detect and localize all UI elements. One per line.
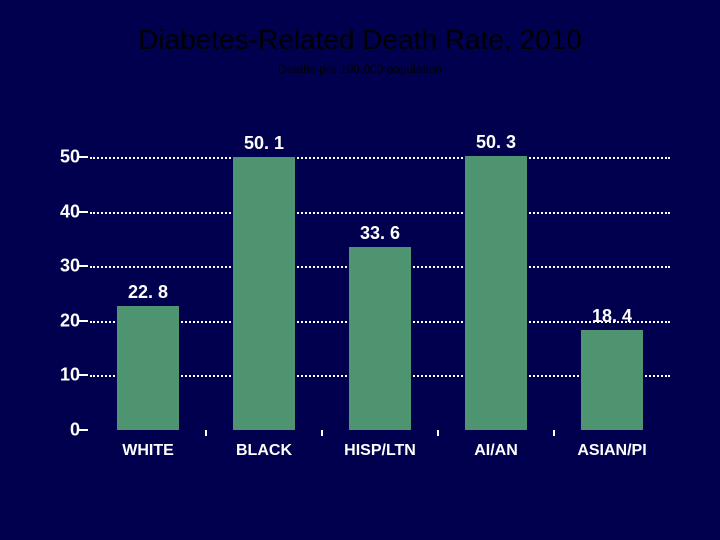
y-tick-label: 40 <box>40 201 80 222</box>
bar-value-label: 50. 3 <box>476 132 516 153</box>
plot-area: 0102030405022. 8WHITE50. 1BLACK33. 6HISP… <box>90 130 670 430</box>
y-tick-label: 30 <box>40 256 80 277</box>
x-tick <box>205 430 207 436</box>
bar <box>349 247 411 430</box>
grid-line <box>90 157 670 159</box>
x-tick <box>553 430 555 436</box>
y-tick-label: 10 <box>40 365 80 386</box>
x-category-label: AI/AN <box>474 442 518 460</box>
slide: Diabetes-Related Death Rate, 2010 Deaths… <box>0 0 720 540</box>
x-category-label: WHITE <box>122 442 174 460</box>
bar-value-label: 22. 8 <box>128 282 168 303</box>
bar <box>581 330 643 430</box>
bar-value-label: 50. 1 <box>244 133 284 154</box>
x-tick <box>321 430 323 436</box>
bar-value-label: 33. 6 <box>360 223 400 244</box>
page-title: Diabetes-Related Death Rate, 2010 <box>0 24 720 56</box>
x-category-label: BLACK <box>236 442 292 460</box>
y-tick-label: 0 <box>40 420 80 441</box>
bar <box>117 306 179 430</box>
bar-chart: 0102030405022. 8WHITE50. 1BLACK33. 6HISP… <box>90 130 670 430</box>
y-tick-label: 20 <box>40 310 80 331</box>
grid-line <box>90 212 670 214</box>
x-tick <box>437 430 439 436</box>
bar <box>465 156 527 430</box>
x-category-label: HISP/LTN <box>344 442 416 460</box>
x-category-label: ASIAN/PI <box>577 442 646 460</box>
bar <box>233 157 295 430</box>
y-tick-label: 50 <box>40 147 80 168</box>
bar-value-label: 18. 4 <box>592 306 632 327</box>
page-subtitle: Deaths per 100,000 population <box>0 62 720 76</box>
